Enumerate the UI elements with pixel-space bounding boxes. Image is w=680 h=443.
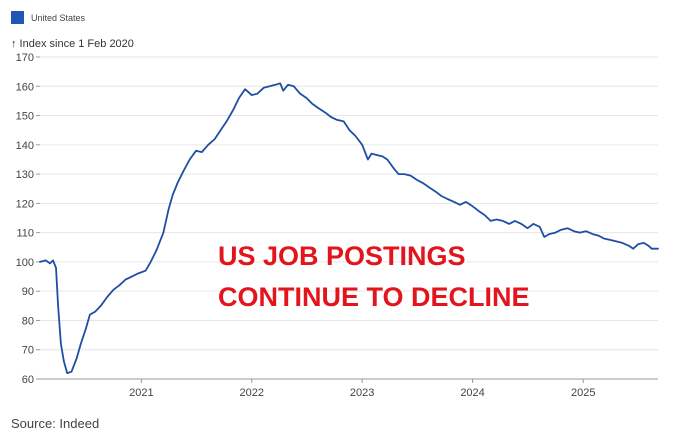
y-tick-label: 130 xyxy=(16,169,34,181)
y-axis-label: ↑ Index since 1 Feb 2020 xyxy=(11,38,134,50)
headline-annotation: US JOB POSTINGS CONTINUE TO DECLINE xyxy=(218,241,530,312)
y-tick-label: 120 xyxy=(16,198,34,210)
y-tick-label: 140 xyxy=(16,140,34,152)
x-tick-label: 2024 xyxy=(460,387,484,399)
legend-swatch xyxy=(11,11,24,24)
x-tick-label: 2025 xyxy=(571,387,595,399)
y-tick-label: 80 xyxy=(22,315,34,327)
y-tick-label: 170 xyxy=(16,52,34,64)
legend: United States xyxy=(11,11,85,24)
x-tick-label: 2022 xyxy=(240,387,264,399)
x-axis-ticks: 2021 2022 2023 2024 2025 xyxy=(129,379,596,399)
y-tick-label: 60 xyxy=(22,374,34,386)
source-note: Source: Indeed xyxy=(11,416,100,431)
legend-label: United States xyxy=(31,12,86,23)
y-tick-label: 150 xyxy=(16,111,34,123)
series-line-united-states xyxy=(39,82,659,374)
y-tick-label: 160 xyxy=(16,81,34,93)
y-tick-label: 70 xyxy=(22,345,34,357)
y-tick-label: 90 xyxy=(22,286,34,298)
x-tick-label: 2021 xyxy=(129,387,153,399)
grid-lines xyxy=(40,56,658,380)
y-tick-label: 110 xyxy=(16,228,34,240)
x-tick-label: 2023 xyxy=(350,387,374,399)
y-axis-ticks: 60 70 80 90 100 110 120 130 140 150 160 170 xyxy=(16,52,40,386)
series-layer xyxy=(39,82,659,374)
y-tick-label: 100 xyxy=(16,257,34,269)
